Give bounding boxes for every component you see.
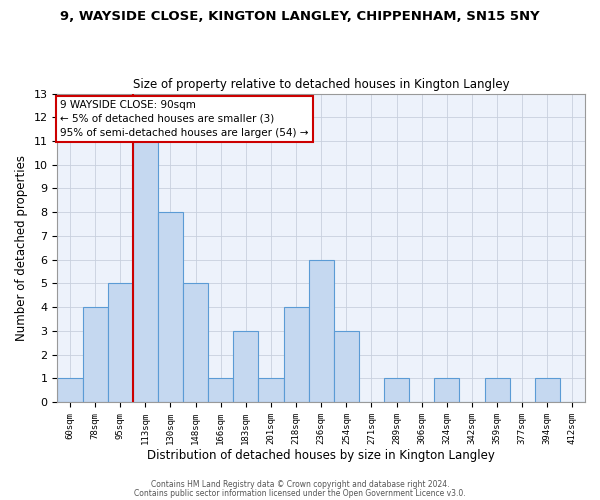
Bar bbox=[434, 378, 460, 402]
Bar bbox=[259, 378, 284, 402]
Title: Size of property relative to detached houses in Kington Langley: Size of property relative to detached ho… bbox=[133, 78, 509, 91]
Bar bbox=[334, 331, 359, 402]
Bar bbox=[183, 284, 208, 402]
Bar bbox=[485, 378, 509, 402]
Bar bbox=[284, 307, 308, 402]
Bar bbox=[208, 378, 233, 402]
Bar bbox=[133, 141, 158, 402]
Bar bbox=[535, 378, 560, 402]
X-axis label: Distribution of detached houses by size in Kington Langley: Distribution of detached houses by size … bbox=[147, 450, 495, 462]
Bar bbox=[233, 331, 259, 402]
Bar bbox=[158, 212, 183, 402]
Text: 9, WAYSIDE CLOSE, KINGTON LANGLEY, CHIPPENHAM, SN15 5NY: 9, WAYSIDE CLOSE, KINGTON LANGLEY, CHIPP… bbox=[60, 10, 540, 23]
Text: Contains HM Land Registry data © Crown copyright and database right 2024.: Contains HM Land Registry data © Crown c… bbox=[151, 480, 449, 489]
Y-axis label: Number of detached properties: Number of detached properties bbox=[15, 155, 28, 341]
Bar bbox=[308, 260, 334, 402]
Text: 9 WAYSIDE CLOSE: 90sqm
← 5% of detached houses are smaller (3)
95% of semi-detac: 9 WAYSIDE CLOSE: 90sqm ← 5% of detached … bbox=[60, 100, 308, 138]
Bar bbox=[107, 284, 133, 402]
Bar bbox=[83, 307, 107, 402]
Bar bbox=[58, 378, 83, 402]
Bar bbox=[384, 378, 409, 402]
Text: Contains public sector information licensed under the Open Government Licence v3: Contains public sector information licen… bbox=[134, 488, 466, 498]
